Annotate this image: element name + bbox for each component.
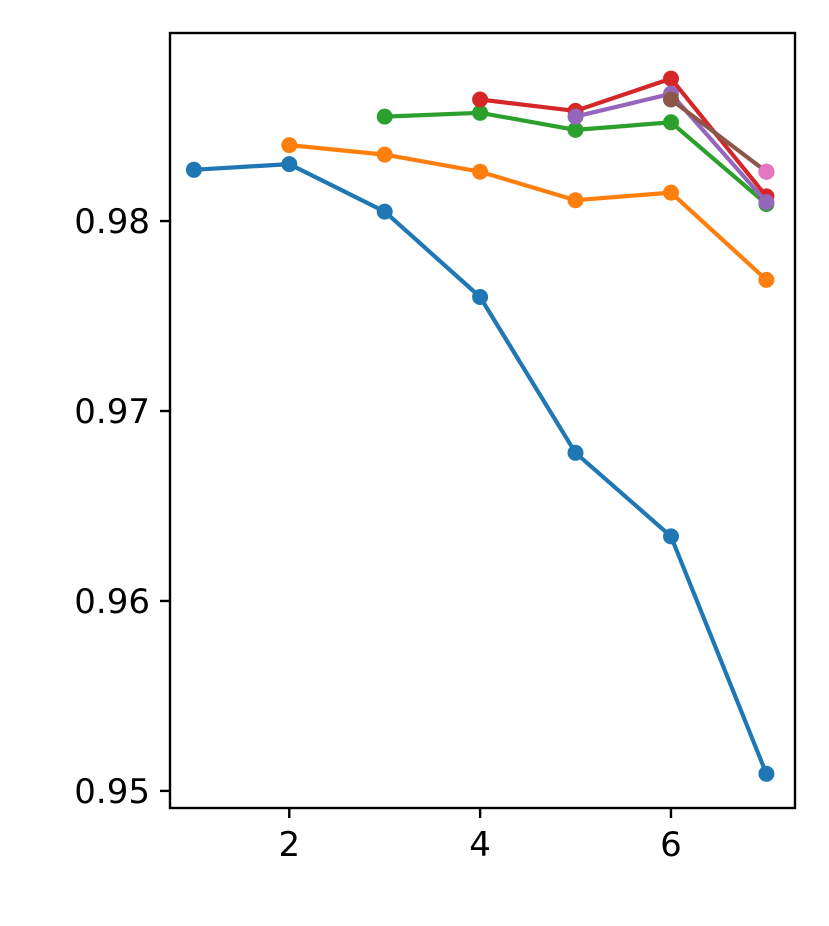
series-3-point-3 [567, 121, 584, 138]
series-4-point-3 [663, 70, 679, 87]
series-1-point-4 [472, 289, 489, 305]
series-1-point-2 [281, 156, 298, 173]
series-3 [376, 104, 775, 212]
series-5-point-1 [567, 108, 584, 125]
series-2 [281, 137, 775, 288]
series-2-line [287, 143, 769, 282]
plot-frame [168, 31, 797, 810]
series-1-point-5 [567, 444, 584, 461]
series-3-point-4 [663, 114, 679, 131]
series-2-point-5 [663, 184, 679, 201]
series-3-point-2 [472, 104, 489, 121]
series-2-point-6 [758, 271, 775, 288]
y-axis: 0.95 0.96 0.97 0.98 [74, 202, 170, 812]
series-1-point-6 [663, 528, 679, 545]
series-1 [185, 156, 775, 782]
series-1-point-7 [758, 765, 775, 782]
x-tick-label: 6 [660, 825, 682, 865]
series-5-point-3 [758, 194, 775, 211]
series-2-point-1 [281, 137, 298, 154]
series-7 [758, 163, 775, 180]
y-tick-label: 0.98 [74, 202, 150, 242]
series-6-point-1 [663, 91, 679, 108]
series-7-point-1 [758, 163, 775, 180]
series-4-point-1 [472, 91, 489, 108]
series-2-point-2 [376, 146, 393, 163]
series-2-point-3 [472, 163, 489, 180]
series-6-line [668, 97, 769, 174]
series-1-point-3 [376, 203, 393, 220]
y-tick-label: 0.95 [74, 772, 150, 812]
series-1-point-1 [185, 161, 202, 178]
series-layer [185, 70, 775, 782]
y-tick-label: 0.97 [74, 392, 150, 432]
x-axis: 2 4 6 [278, 808, 682, 865]
series-3-point-1 [376, 108, 393, 125]
x-tick-label: 4 [469, 825, 491, 865]
series-2-point-4 [567, 192, 584, 209]
y-tick-label: 0.96 [74, 582, 150, 622]
x-tick-label: 2 [278, 825, 300, 865]
